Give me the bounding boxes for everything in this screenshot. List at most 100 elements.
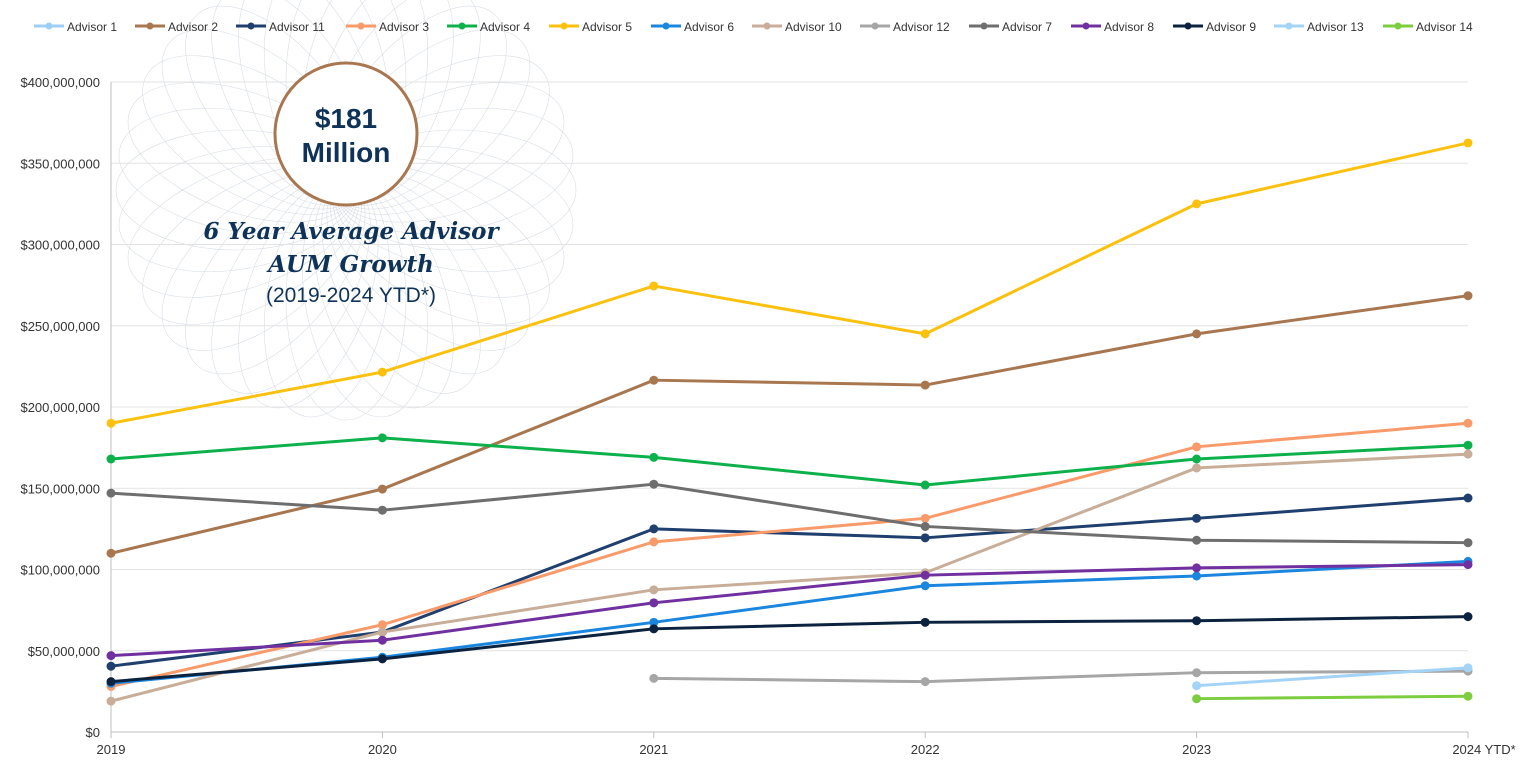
data-point (920, 581, 930, 591)
data-point (1463, 493, 1473, 503)
data-point (1463, 691, 1473, 701)
data-point (1463, 418, 1473, 428)
data-point (1463, 440, 1473, 450)
data-point (649, 624, 659, 634)
data-point (649, 673, 659, 683)
data-point (920, 329, 930, 339)
x-tick-label: 2022 (911, 742, 940, 757)
data-point (920, 521, 930, 531)
badge: $181 Million 6 Year Average Advisor AUM … (203, 61, 500, 307)
legend-label: Advisor 4 (480, 20, 530, 34)
legend-item[interactable]: Advisor 3 (346, 20, 429, 34)
data-point (1192, 454, 1202, 464)
legend-item[interactable]: Advisor 2 (135, 20, 218, 34)
series-line (110, 482, 1469, 545)
legend-label: Advisor 14 (1416, 20, 1473, 34)
series-advisor-4 (106, 433, 1473, 490)
data-point (1192, 535, 1202, 545)
x-tick-label: 2019 (97, 742, 126, 757)
series-line (653, 669, 1469, 684)
y-tick-label: $250,000,000 (20, 319, 100, 334)
legend-marker (980, 22, 988, 30)
legend-item[interactable]: Advisor 12 (860, 20, 950, 34)
series-line (1196, 694, 1469, 701)
legend-item[interactable]: Advisor 7 (969, 20, 1052, 34)
data-point (649, 585, 659, 595)
series-advisor-7 (106, 479, 1473, 548)
legend-label: Advisor 6 (684, 20, 734, 34)
legend-item[interactable]: Advisor 11 (236, 20, 325, 34)
data-point (920, 677, 930, 687)
y-tick-label: $200,000,000 (20, 400, 100, 415)
badge-unit: Million (302, 137, 391, 168)
legend-marker (1082, 22, 1090, 30)
series-line (110, 294, 1469, 555)
badge-title-line1: 6 Year Average Advisor (203, 218, 500, 245)
legend-label: Advisor 3 (379, 20, 429, 34)
badge-title-line2: AUM Growth (266, 251, 434, 278)
series-advisor-2 (106, 291, 1473, 558)
legend-item[interactable]: Advisor 10 (752, 20, 842, 34)
legend-marker (357, 22, 365, 30)
x-tick-label: 2020 (368, 742, 397, 757)
data-point (920, 380, 930, 390)
data-point (1192, 668, 1202, 678)
legend: Advisor 1 Advisor 2 Advisor 11 Advisor 3 Adv… (34, 20, 1473, 34)
data-point (920, 480, 930, 490)
legend-item[interactable]: Advisor 1 (34, 20, 117, 34)
legend-marker (1394, 22, 1402, 30)
x-tick-label: 2024 YTD* (1452, 742, 1515, 757)
x-tick-label: 2023 (1182, 742, 1211, 757)
legend-item[interactable]: Advisor 6 (651, 20, 734, 34)
data-point (1463, 612, 1473, 622)
legend-marker (662, 22, 670, 30)
legend-label: Advisor 9 (1206, 20, 1256, 34)
y-tick-label: $0 (86, 725, 100, 740)
legend-marker (45, 22, 53, 30)
badge-circle (273, 61, 419, 207)
data-point (106, 548, 116, 558)
y-tick-label: $50,000,000 (28, 644, 100, 659)
data-point (1192, 694, 1202, 704)
data-point (1192, 681, 1202, 691)
legend-item[interactable]: Advisor 5 (549, 20, 632, 34)
data-point (106, 488, 116, 498)
data-point (649, 537, 659, 547)
data-point (1192, 571, 1202, 581)
series-lines (106, 138, 1473, 706)
legend-marker (1184, 22, 1192, 30)
data-point (649, 524, 659, 534)
data-point (377, 367, 387, 377)
axes: $0 $50,000,000 $100,000,000 $150,000,000 $20… (20, 75, 1515, 757)
data-point (106, 651, 116, 661)
y-tick-label: $300,000,000 (20, 238, 100, 253)
legend-label: Advisor 5 (582, 20, 632, 34)
series-line (110, 615, 1469, 684)
data-point (106, 418, 116, 428)
legend-item[interactable]: Advisor 14 (1383, 20, 1473, 34)
legend-item[interactable]: Advisor 9 (1173, 20, 1256, 34)
data-point (377, 654, 387, 664)
y-tick-label: $400,000,000 (20, 75, 100, 90)
data-point (649, 281, 659, 291)
legend-item[interactable]: Advisor 4 (447, 20, 530, 34)
legend-item[interactable]: Advisor 13 (1274, 20, 1364, 34)
data-point (377, 505, 387, 515)
data-point (106, 677, 116, 687)
series-advisor-14 (1192, 691, 1473, 704)
data-point (649, 598, 659, 608)
data-point (1192, 616, 1202, 626)
data-point (649, 479, 659, 489)
series-line (110, 141, 1469, 425)
legend-item[interactable]: Advisor 8 (1071, 20, 1154, 34)
series-advisor-12 (649, 666, 1473, 687)
series-advisor-13 (1192, 663, 1473, 691)
data-point (920, 533, 930, 543)
series-advisor-9 (106, 612, 1473, 687)
data-point (1192, 463, 1202, 473)
data-point (1192, 442, 1202, 452)
data-point (106, 696, 116, 706)
data-point (106, 454, 116, 464)
legend-label: Advisor 10 (785, 20, 842, 34)
